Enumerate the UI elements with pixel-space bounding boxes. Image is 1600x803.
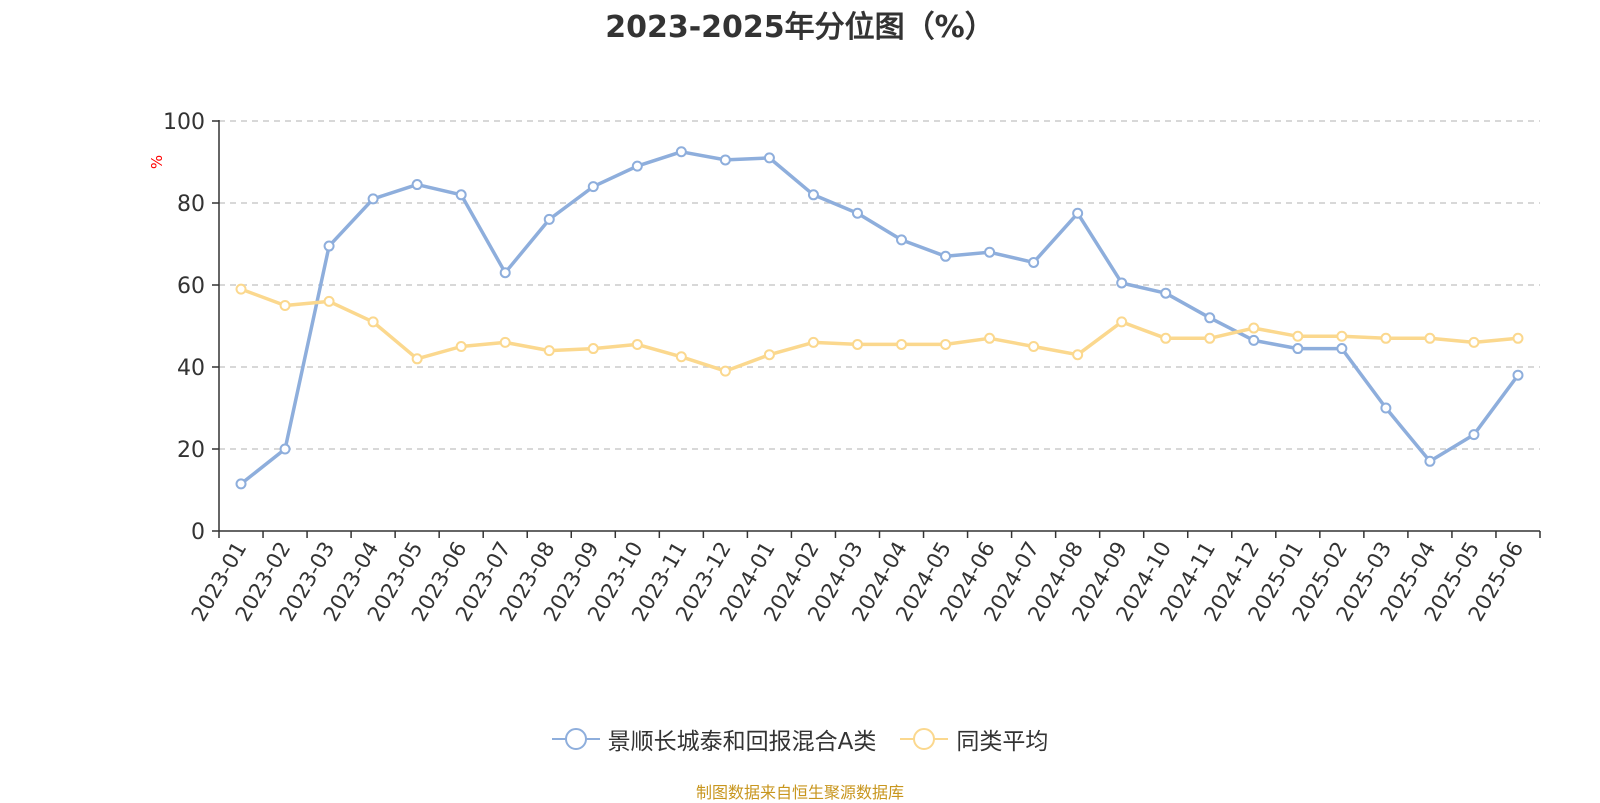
series-1-point <box>587 343 599 355</box>
series-0-point <box>499 267 511 279</box>
series-1-point <box>719 365 731 377</box>
legend-item-peer-average[interactable]: 同类平均 <box>900 722 1048 756</box>
series-1-point <box>279 300 291 311</box>
series-0-point <box>1204 312 1216 324</box>
y-axis-label: % <box>148 155 166 169</box>
series-1-point <box>1028 341 1040 352</box>
legend-symbol-fund-icon <box>551 728 600 750</box>
series-0-point <box>1512 369 1524 381</box>
series-0-point <box>367 193 379 205</box>
y-tick-label: 0 <box>191 520 205 545</box>
series-1-point <box>940 338 952 350</box>
chart-title: 2023-2025年分位图（%） <box>605 10 995 45</box>
chart-legend: 景顺长城泰和回报混合A类 同类平均 <box>0 722 1600 756</box>
series-line-0 <box>239 150 1520 486</box>
series-0-point <box>1336 343 1348 355</box>
series-0-point <box>851 207 863 219</box>
legend-item-fund[interactable]: 景顺长城泰和回报混合A类 <box>551 722 877 756</box>
series-0-point <box>1380 402 1392 414</box>
series-1-point <box>1072 349 1084 361</box>
series-0-point <box>896 234 908 246</box>
series-0-point <box>984 246 996 258</box>
series-1-point <box>896 338 908 350</box>
series-1-point <box>1204 332 1216 344</box>
y-tick-label: 40 <box>177 356 205 381</box>
series-0-point <box>543 213 555 225</box>
series-1-point <box>851 338 863 350</box>
series-1-point <box>1424 332 1436 344</box>
series-1-point <box>411 353 423 365</box>
series-1-point <box>455 341 467 352</box>
series-0-point <box>719 154 731 166</box>
series-1-point <box>984 332 996 344</box>
series-1-point <box>1468 336 1480 348</box>
series-1-point <box>675 351 687 363</box>
series-0-point <box>807 189 819 201</box>
series-0-point <box>1160 287 1172 299</box>
series-0-point <box>1424 455 1436 467</box>
series-0-point <box>763 152 775 164</box>
series-1-point <box>763 349 775 361</box>
series-0-point <box>940 250 952 262</box>
series-0-point <box>1468 429 1480 441</box>
legend-label-peer-average: 同类平均 <box>956 729 1049 755</box>
series-0-point <box>1248 334 1260 346</box>
series-1-point <box>367 316 379 328</box>
series-1-point <box>1336 330 1348 342</box>
series-0-point <box>455 189 467 201</box>
series-0-point <box>411 179 423 191</box>
series-0-point <box>1116 277 1128 289</box>
series-0-point <box>587 181 599 193</box>
series-1-point <box>1512 332 1524 344</box>
series-1-point <box>1248 322 1260 334</box>
series-1-point <box>1160 332 1172 344</box>
y-tick-label: 100 <box>163 110 205 135</box>
series-1-point <box>807 336 819 348</box>
series-0-point <box>323 240 335 252</box>
legend-label-fund: 景顺长城泰和回报混合A类 <box>607 729 877 755</box>
series-1-point <box>1116 316 1128 328</box>
series-0-point <box>675 146 687 158</box>
series-0-point <box>1292 343 1304 355</box>
series-0-point <box>1072 207 1084 219</box>
series-line-1 <box>240 287 1519 373</box>
y-tick-label: 80 <box>177 192 205 217</box>
y-tick-label: 20 <box>177 438 205 463</box>
series-1-point <box>1292 330 1304 342</box>
series-0-point <box>631 160 643 172</box>
series-1-point <box>631 338 643 350</box>
data-source-note: 制图数据来自恒生聚源数据库 <box>695 783 904 802</box>
series-0-point <box>1028 256 1040 268</box>
series-1-point <box>323 295 335 307</box>
series-1-point <box>235 283 247 295</box>
series-1-point <box>543 345 555 357</box>
series-0-point <box>279 443 291 455</box>
legend-symbol-peer-average-icon <box>900 728 949 750</box>
y-tick-label: 60 <box>177 274 205 299</box>
series-1-point <box>1380 332 1392 344</box>
series-0-point <box>235 478 247 490</box>
series-1-point <box>499 336 511 348</box>
